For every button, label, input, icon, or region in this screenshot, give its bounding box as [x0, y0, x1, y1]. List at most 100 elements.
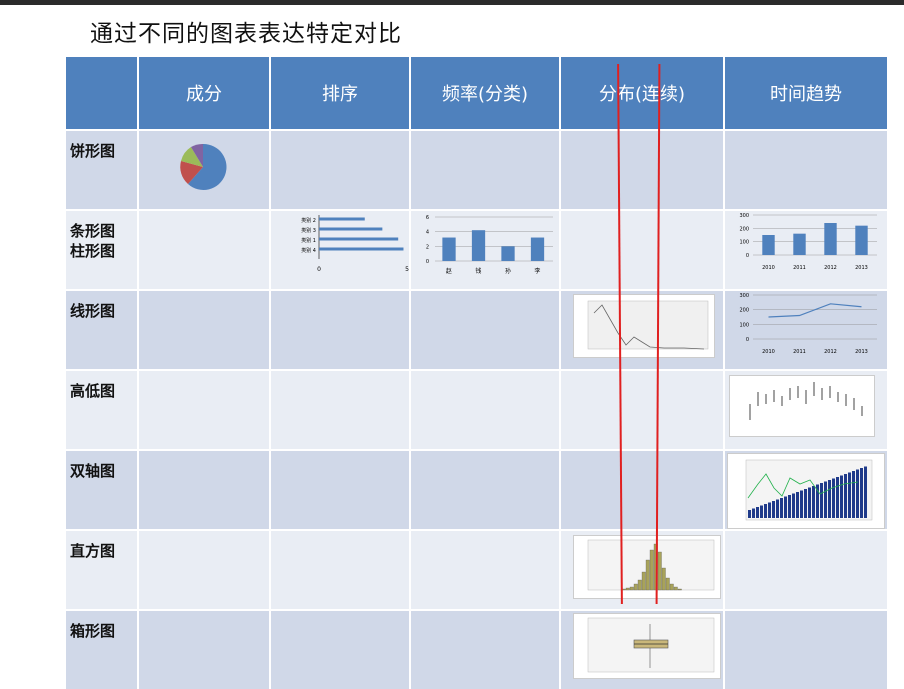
row-label-text: 柱形图	[70, 242, 116, 260]
cell-histogram-distribution	[560, 529, 725, 610]
table-row: 高低图	[66, 369, 889, 450]
empty-cell	[270, 289, 411, 370]
histogram-bar	[661, 567, 666, 591]
column	[501, 246, 515, 261]
top-bar	[0, 0, 904, 5]
line-distribution-thumbnail	[573, 294, 715, 358]
column-category-label: 赵	[446, 267, 452, 275]
bar-category-label: 类别 2	[301, 217, 316, 224]
high-low-plot	[749, 382, 863, 420]
table-row: 饼形图	[66, 129, 889, 210]
empty-cell	[410, 449, 561, 530]
column-category-label: 钱	[475, 267, 481, 275]
row-label-text: 高低图	[70, 382, 116, 400]
empty-cell	[410, 529, 561, 610]
dual-axis-bar	[760, 505, 763, 518]
empty-cell	[138, 529, 271, 610]
column-category-label: 李	[534, 267, 540, 275]
dual-axis-bar	[748, 510, 751, 518]
empty-cell	[410, 609, 561, 689]
time-line-tick-label: 300	[739, 293, 749, 299]
empty-cell	[724, 609, 889, 689]
distribution-line	[593, 304, 705, 350]
column-category-label: 孙	[505, 267, 511, 275]
empty-cell	[138, 609, 271, 689]
bar-category-label: 类别 1	[301, 237, 316, 244]
bar	[319, 217, 365, 221]
page-title: 通过不同的图表表达特定对比	[90, 21, 402, 47]
empty-cell	[138, 369, 271, 450]
pie-slice-green	[181, 147, 203, 167]
dual-axis-bar	[808, 487, 811, 518]
histogram-bar	[645, 559, 650, 591]
time-line-chart-thumbnail: 300 200 100 0 2010 2011 2012 2013	[739, 293, 877, 355]
row-label: 线形图	[66, 289, 139, 370]
empty-cell	[138, 449, 271, 530]
table-row: 双轴图	[66, 449, 889, 530]
column-chart-thumbnail: 6 4 2 0 赵 钱 孙 李	[426, 215, 553, 275]
time-column-chart-thumbnail: 300 200 100 0 2010 2011 2012 2013	[739, 213, 877, 271]
time-column-year-label: 2012	[824, 265, 837, 271]
time-column-tick-label: 100	[739, 240, 749, 246]
boxplot-plot	[587, 617, 715, 673]
row-label: 直方图	[66, 529, 139, 610]
column	[442, 237, 456, 261]
cell-column-frequency: 6 4 2 0 赵 钱 孙 李	[410, 209, 561, 290]
header-cell-distribution: 分布(连续)	[560, 57, 725, 130]
empty-cell	[724, 129, 889, 210]
dual-axis-bar	[768, 502, 771, 518]
bar	[319, 247, 404, 251]
table-row: 线形图 300 200 100 0 2010 2011 2012 2013	[66, 289, 889, 370]
histogram-bar	[641, 571, 646, 591]
dual-axis-bar	[764, 504, 767, 518]
dual-axis-bar	[840, 475, 843, 518]
boxplot-thumbnail	[573, 613, 721, 679]
histogram-bar	[657, 551, 662, 591]
dual-axis-bar	[852, 471, 855, 518]
dual-axis-bar	[864, 466, 867, 518]
dual-axis-bar	[792, 493, 795, 518]
dual-axis-bar	[820, 483, 823, 518]
dual-axis-bar	[860, 468, 863, 518]
pie-slice-red	[180, 161, 203, 184]
time-column	[762, 235, 775, 255]
empty-cell	[138, 289, 271, 370]
dual-axis-bar	[836, 477, 839, 518]
time-line-tick-label: 0	[746, 337, 749, 343]
dual-axis-line	[747, 473, 859, 499]
row-label: 条形图 柱形图	[66, 209, 139, 290]
cell-boxplot-distribution	[560, 609, 725, 689]
dual-axis-bar	[788, 495, 791, 518]
dual-axis-bar	[824, 481, 827, 518]
dual-axis-thumbnail	[727, 453, 885, 529]
histogram-bar	[633, 583, 638, 591]
time-column-tick-label: 200	[739, 226, 749, 232]
dual-axis-bar	[816, 484, 819, 518]
pie-chart-thumbnail	[180, 143, 227, 190]
header-cell-composition: 成分	[138, 57, 271, 130]
empty-cell	[270, 449, 411, 530]
histogram-bar	[649, 549, 654, 591]
empty-cell	[560, 369, 725, 450]
column-tick-label: 2	[426, 244, 429, 250]
bar-chart-thumbnail: 类别 2 类别 3 类别 1 类别 4 0 5	[301, 215, 409, 273]
header-cell-corner	[66, 57, 139, 130]
column-tick-label: 6	[426, 215, 429, 221]
bar-category-label: 类别 3	[301, 227, 316, 234]
empty-cell	[410, 289, 561, 370]
cell-highlow-trend	[724, 369, 889, 450]
cell-dual-axis-trend	[724, 449, 889, 530]
row-label-text: 线形图	[70, 302, 116, 320]
histogram-bar	[629, 586, 634, 591]
row-label-text: 饼形图	[70, 142, 116, 160]
table-row: 箱形图	[66, 609, 889, 689]
distribution-line-plot	[587, 300, 709, 350]
time-column	[793, 233, 806, 255]
cell-bar-ranking: 类别 2 类别 3 类别 1 类别 4 0 5	[270, 209, 411, 290]
row-label: 饼形图	[66, 129, 139, 210]
column	[530, 237, 545, 261]
row-label-text: 双轴图	[70, 462, 116, 480]
dual-axis-bar	[848, 472, 851, 518]
empty-cell	[410, 369, 561, 450]
empty-cell	[270, 609, 411, 689]
